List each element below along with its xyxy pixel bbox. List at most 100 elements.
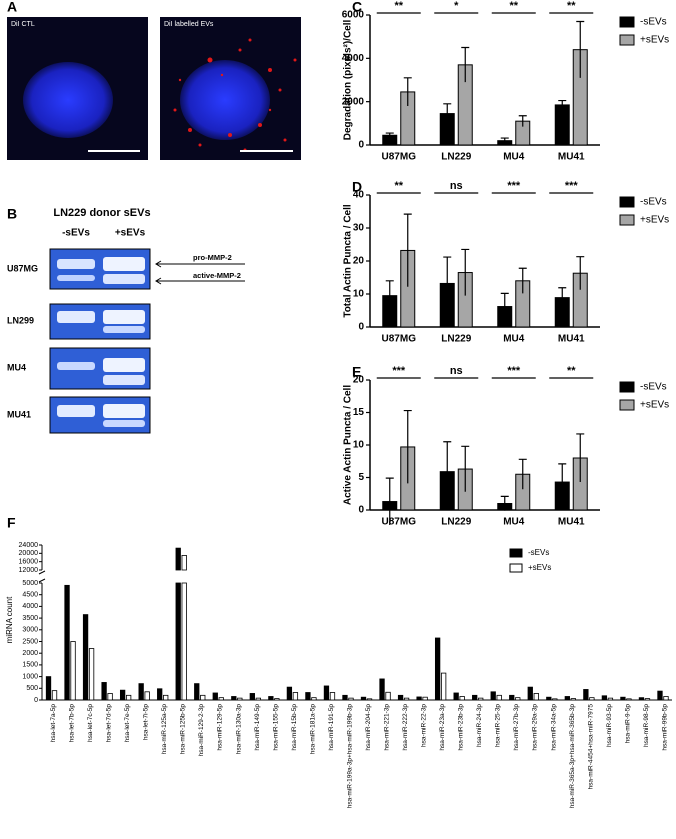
legend-label: -sEVs bbox=[640, 382, 667, 393]
image-caption: DiI CTL bbox=[11, 21, 35, 28]
bar bbox=[88, 648, 95, 701]
bar bbox=[663, 696, 669, 701]
bar bbox=[601, 695, 608, 701]
y-tick-label: 20 bbox=[353, 375, 365, 386]
x-tick-label: hsa-miR-27b-3p bbox=[513, 704, 520, 751]
y-tick-label: 2000 bbox=[342, 96, 365, 107]
bar bbox=[397, 694, 404, 701]
error-bar bbox=[576, 256, 585, 290]
x-tick-label: hsa-miR-222-3p bbox=[402, 704, 409, 751]
nucleus bbox=[180, 60, 270, 140]
y-axis-label: Degradation (pixels²)/Cell bbox=[343, 19, 354, 140]
error-bar bbox=[558, 463, 567, 501]
significance-label: * bbox=[454, 0, 459, 12]
x-tick-label: hsa-miR-99b-5p bbox=[661, 704, 668, 751]
lane-label: +sEVs bbox=[115, 228, 146, 239]
error-bar bbox=[443, 103, 452, 124]
x-tick-label: hsa-miR-15b-5p bbox=[291, 704, 298, 751]
error-bar bbox=[576, 20, 585, 78]
panel-letter: A bbox=[7, 0, 17, 15]
bar bbox=[107, 693, 113, 701]
image-caption: DiI labelled EVs bbox=[164, 21, 214, 28]
x-tick-label: hsa-let-7i-5p bbox=[143, 704, 150, 741]
error-bar bbox=[443, 441, 452, 502]
y-tick-label: 20000 bbox=[19, 550, 39, 557]
bar bbox=[644, 698, 651, 701]
bar bbox=[292, 692, 299, 701]
x-tick-label: hsa-miR-98-5p bbox=[643, 704, 650, 747]
bar bbox=[403, 697, 410, 701]
bar bbox=[274, 698, 280, 701]
arrows bbox=[155, 260, 245, 285]
x-tick-label: hsa-miR-125a-5p bbox=[161, 704, 168, 755]
y-tick-label: 2500 bbox=[22, 638, 38, 645]
error-bar bbox=[403, 77, 412, 106]
panel-letter: F bbox=[7, 515, 16, 531]
x-tick-label: hsa-miR-34a-5p bbox=[550, 704, 557, 751]
x-tick-label: MU41 bbox=[558, 517, 585, 528]
bar bbox=[64, 584, 70, 701]
x-tick-label: hsa-let-7c-5p bbox=[87, 704, 94, 742]
y-tick-label: 0 bbox=[358, 322, 364, 333]
x-tick-label: hsa-miR-129-5p bbox=[217, 704, 224, 751]
x-tick-label: hsa-let-7d-5p bbox=[106, 704, 113, 743]
bar bbox=[45, 676, 52, 701]
x-tick-label: hsa-miR-22-3p bbox=[421, 704, 428, 747]
error-bar bbox=[403, 409, 412, 484]
error-bar bbox=[518, 115, 527, 127]
error-bar bbox=[385, 132, 394, 138]
bar bbox=[496, 694, 502, 701]
panel-letter: E bbox=[352, 364, 361, 380]
y-tick-label: 5 bbox=[358, 472, 364, 483]
x-tick-label: hsa-let-7e-5p bbox=[124, 704, 131, 743]
legend-swatch bbox=[619, 399, 635, 411]
x-tick-label: LN229 bbox=[441, 334, 471, 345]
x-tick-label: U87MG bbox=[382, 152, 417, 163]
y-tick-label: 4000 bbox=[22, 603, 38, 610]
x-tick-label: hsa-miR-9-5p bbox=[624, 704, 631, 744]
row-label: U87MG bbox=[7, 263, 38, 273]
error-bar bbox=[461, 46, 470, 83]
significance-label: ** bbox=[567, 0, 576, 12]
legend-label: +sEVs bbox=[640, 35, 669, 46]
error-bar bbox=[403, 213, 412, 287]
bar bbox=[286, 686, 293, 701]
significance-label: *** bbox=[507, 180, 521, 192]
bar bbox=[453, 692, 459, 701]
y-tick-label: 15 bbox=[353, 407, 365, 418]
x-tick-label: hsa-miR-181a-5p bbox=[309, 704, 316, 755]
bar bbox=[434, 637, 441, 701]
y-tick-label: 30 bbox=[353, 223, 365, 234]
panel-letter: B bbox=[7, 206, 17, 222]
x-tick-label: hsa-miR-199a-3p+hsa-miR-199b-3p bbox=[346, 704, 353, 809]
bar bbox=[138, 683, 144, 701]
y-tick-label: 4500 bbox=[22, 592, 38, 599]
bar bbox=[554, 104, 570, 146]
x-tick-label: MU41 bbox=[558, 334, 585, 345]
bar bbox=[323, 685, 330, 701]
panel-letter: D bbox=[352, 179, 362, 195]
bar bbox=[564, 696, 570, 701]
significance-label: ns bbox=[450, 365, 463, 377]
legend-label: -sEVs bbox=[528, 548, 549, 557]
error-bar bbox=[576, 433, 585, 483]
bar bbox=[348, 697, 354, 701]
legend-label: -sEVs bbox=[640, 197, 667, 208]
significance-label: *** bbox=[565, 180, 579, 192]
x-tick-label: LN229 bbox=[441, 517, 471, 528]
x-tick-label: hsa-let-7a-5p bbox=[50, 704, 57, 743]
bar bbox=[490, 691, 496, 701]
y-axis-label: miRNA count bbox=[5, 596, 14, 643]
legend-swatch bbox=[619, 196, 635, 208]
error-bar bbox=[518, 267, 527, 294]
x-tick-label: MU4 bbox=[503, 517, 525, 528]
bar bbox=[583, 689, 589, 701]
bar bbox=[218, 697, 224, 701]
bar bbox=[305, 692, 311, 701]
error-bar bbox=[385, 280, 394, 311]
legend-label: +sEVs bbox=[528, 563, 551, 572]
legend-label: +sEVs bbox=[640, 400, 669, 411]
x-tick-label: MU4 bbox=[503, 152, 525, 163]
y-tick-label: 3500 bbox=[22, 615, 38, 622]
